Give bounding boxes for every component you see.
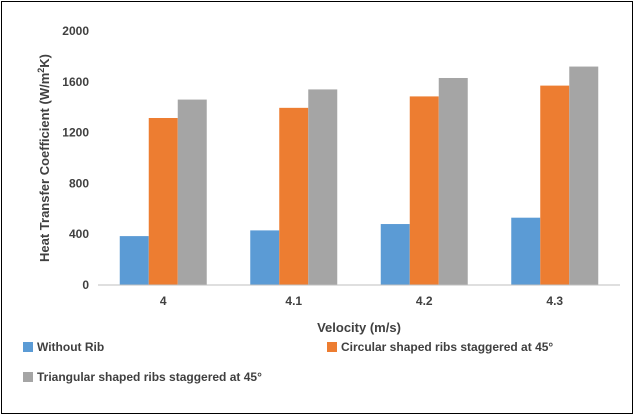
y-tick-label: 1200	[62, 126, 89, 140]
bar-1-4.1	[250, 230, 280, 285]
legend-label-3: Triangular shaped ribs staggered at 45°	[37, 370, 262, 384]
bar-1-4.3	[511, 217, 541, 285]
x-tick-label: 4.1	[285, 294, 302, 308]
legend-swatch-1	[23, 342, 33, 352]
bar-3-4.3	[569, 66, 599, 285]
y-axis-ticks: 0 400 800 1200 1600 2000	[62, 24, 89, 292]
bar-3-4.1	[308, 89, 338, 285]
bar-2-4.1	[279, 107, 309, 286]
y-tick-label: 400	[69, 227, 89, 241]
legend-swatch-3	[23, 372, 33, 382]
x-tick-label: 4	[160, 294, 167, 308]
x-axis-title: Velocity (m/s)	[317, 320, 401, 335]
x-axis-ticks: 4 4.1 4.2 4.3	[160, 294, 564, 308]
bar-1-4.2	[380, 224, 410, 285]
y-axis-title: Heat Transfer Coefficient (W/m2K)	[36, 54, 52, 262]
y-tick-label: 1600	[62, 75, 89, 89]
x-tick-label: 4.3	[546, 294, 563, 308]
y-tick-label: 0	[82, 278, 89, 292]
bar-3-4	[177, 99, 207, 285]
legend: Without Rib Circular shaped ribs staggere…	[23, 340, 553, 384]
bar-2-4	[148, 117, 178, 286]
y-axis-title-end: K)	[37, 54, 52, 68]
bar-1-4	[119, 236, 149, 285]
y-tick-label: 800	[69, 176, 89, 190]
bars	[119, 66, 599, 286]
bar-2-4.2	[409, 96, 439, 285]
y-axis-title-main: Heat Transfer Coefficient (W/m	[37, 73, 52, 262]
legend-label-1: Without Rib	[37, 340, 104, 354]
bar-3-4.2	[438, 77, 468, 286]
x-tick-label: 4.2	[416, 294, 433, 308]
legend-label-2: Circular shaped ribs staggered at 45°	[341, 340, 553, 354]
bar-2-4.3	[540, 85, 570, 285]
y-axis-title-superscript: 2	[36, 68, 46, 73]
y-tick-label: 2000	[62, 24, 89, 38]
legend-swatch-2	[327, 342, 337, 352]
